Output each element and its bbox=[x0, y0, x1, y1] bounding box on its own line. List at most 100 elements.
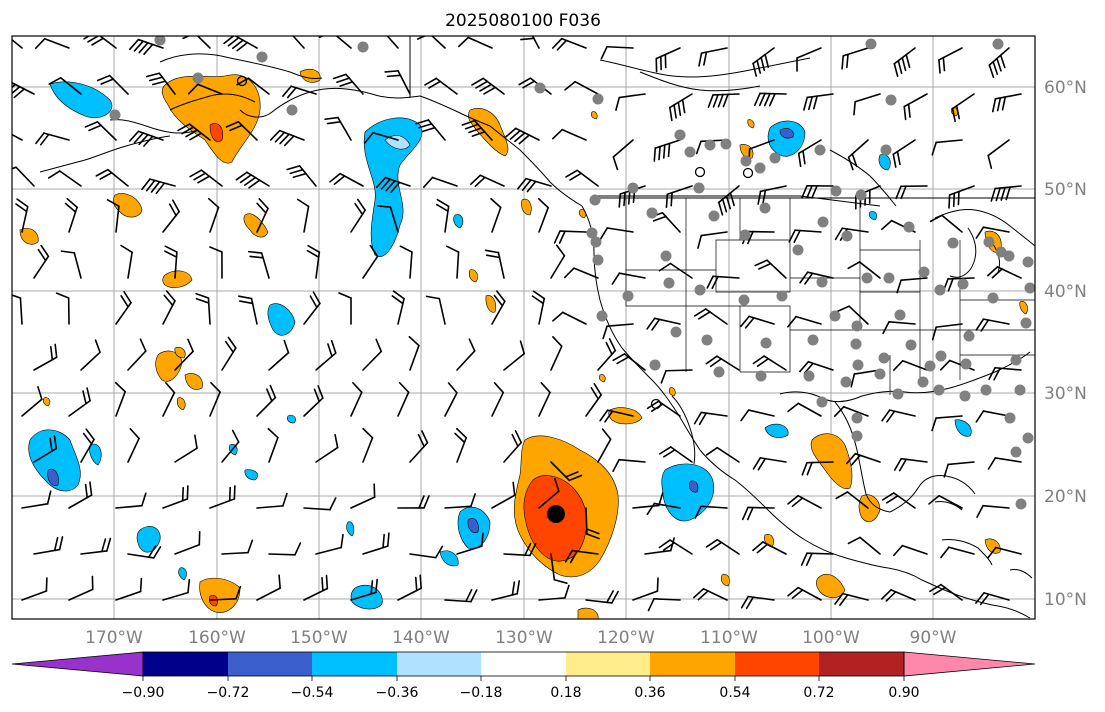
wind-barb bbox=[362, 338, 383, 371]
wind-barb bbox=[12, 36, 23, 49]
wind-barb bbox=[350, 578, 378, 601]
wind-barb bbox=[975, 318, 1010, 332]
station-marker bbox=[817, 216, 829, 228]
wind-barb bbox=[68, 481, 93, 509]
wind-barb bbox=[787, 494, 822, 509]
station-marker bbox=[154, 36, 166, 46]
wind-barbs bbox=[12, 36, 1022, 612]
lon-label: 100°W bbox=[802, 628, 860, 648]
station-marker bbox=[739, 229, 751, 241]
station-marker bbox=[1024, 282, 1035, 294]
wind-barb bbox=[256, 574, 281, 601]
wind-barb bbox=[803, 93, 834, 111]
wind-barb bbox=[550, 244, 566, 279]
wind-barb bbox=[21, 386, 43, 417]
wind-barb bbox=[21, 490, 52, 509]
wind-barb bbox=[646, 502, 681, 516]
colorbar-extend-min bbox=[11, 651, 144, 677]
wind-barb bbox=[491, 290, 506, 325]
station-marker bbox=[754, 162, 766, 174]
wind-barb bbox=[705, 355, 740, 371]
lat-label: 10°N bbox=[1044, 590, 1087, 610]
wind-barb bbox=[706, 275, 740, 290]
lon-label: 170°W bbox=[85, 628, 143, 648]
station-marker bbox=[880, 144, 892, 156]
wind-barb bbox=[931, 139, 963, 156]
wind-barb bbox=[415, 119, 446, 141]
wind-barb bbox=[128, 130, 164, 147]
wind-barb bbox=[565, 169, 599, 187]
wind-barb bbox=[801, 185, 834, 199]
wind-barb bbox=[836, 305, 869, 325]
wind-barb bbox=[267, 427, 279, 463]
wind-barb bbox=[120, 244, 133, 279]
station-marker bbox=[684, 146, 696, 158]
wind-barb bbox=[551, 128, 587, 141]
wind-barb bbox=[380, 36, 399, 49]
wind-barb bbox=[456, 532, 484, 555]
wind-barb bbox=[324, 116, 352, 141]
wind-barb bbox=[538, 477, 560, 509]
wind-barb bbox=[350, 382, 363, 417]
wind-barb bbox=[599, 227, 634, 240]
wind-barb bbox=[256, 492, 288, 509]
station-marker bbox=[704, 139, 716, 151]
wind-barb bbox=[585, 507, 600, 540]
wind-barb bbox=[903, 93, 928, 121]
station-marker bbox=[841, 230, 853, 242]
wind-barb bbox=[60, 250, 82, 279]
wind-barb bbox=[599, 409, 634, 423]
wind-barb bbox=[853, 93, 881, 116]
wind-barb bbox=[435, 198, 450, 233]
station-marker bbox=[663, 277, 675, 289]
wind-barb bbox=[80, 537, 112, 555]
station-marker bbox=[286, 104, 298, 116]
wind-barb bbox=[315, 433, 339, 463]
wind-barb bbox=[693, 308, 728, 325]
wind-barb bbox=[182, 36, 211, 49]
wind-barb bbox=[929, 583, 963, 601]
wind-barb bbox=[847, 261, 881, 279]
station-marker bbox=[935, 350, 947, 362]
station-marker bbox=[720, 138, 732, 150]
station-marker bbox=[855, 189, 867, 201]
wind-barb bbox=[833, 405, 869, 418]
wind-barb bbox=[127, 545, 162, 559]
colorbar-tick-label: 0.54 bbox=[719, 685, 750, 701]
wind-barb bbox=[550, 553, 568, 585]
wind-barb bbox=[929, 214, 963, 233]
wind-barb bbox=[48, 77, 82, 95]
colorbar-extend-max bbox=[903, 651, 1036, 677]
station-marker bbox=[851, 412, 863, 424]
wind-barb bbox=[895, 185, 928, 200]
station-marker bbox=[646, 207, 658, 219]
wind-barb bbox=[531, 290, 546, 325]
wind-barb bbox=[397, 495, 430, 509]
station-marker bbox=[829, 310, 841, 322]
wind-barb bbox=[80, 339, 101, 371]
wind-barb bbox=[162, 290, 176, 325]
station-marker bbox=[660, 250, 672, 262]
wind-barb bbox=[491, 580, 521, 601]
wind-barb bbox=[653, 139, 681, 162]
wind-barb bbox=[162, 578, 191, 601]
wind-barb bbox=[162, 485, 189, 509]
wind-barb bbox=[350, 483, 376, 509]
wind-barb bbox=[564, 549, 599, 564]
wind-barb bbox=[987, 139, 1010, 169]
station-marker bbox=[586, 227, 598, 239]
station-marker bbox=[713, 366, 725, 378]
station-marker bbox=[192, 72, 204, 84]
station-marker bbox=[694, 284, 706, 296]
wind-barb bbox=[162, 199, 180, 233]
lon-label: 160°W bbox=[188, 628, 246, 648]
lon-label: 90°W bbox=[910, 628, 957, 648]
wind-barb bbox=[740, 315, 775, 329]
wind-barb bbox=[835, 491, 869, 509]
wind-barb bbox=[80, 428, 95, 463]
station-marker bbox=[592, 93, 604, 105]
wind-barb bbox=[647, 597, 681, 612]
station-marker bbox=[874, 368, 886, 380]
wind-barb bbox=[329, 172, 364, 187]
wind-barb bbox=[33, 536, 64, 555]
